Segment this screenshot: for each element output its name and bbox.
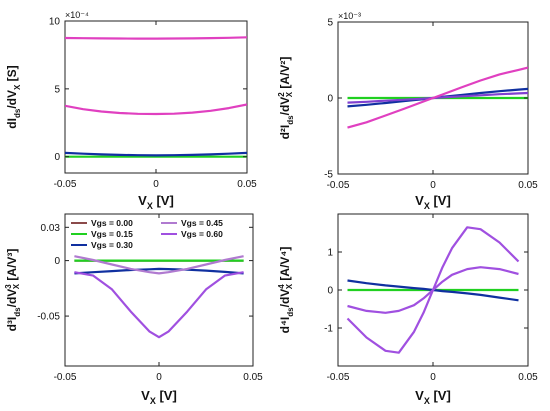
series-group <box>346 226 520 354</box>
legend-entry: Vgs = 0.45 <box>181 218 223 228</box>
x-tick-label: -0.05 <box>54 372 77 383</box>
chart-panel-3: -0.05 0 0.05 0.03 0 -0.05 VX [V] d³Ids/dV3X [A/… <box>4 213 263 406</box>
series-line-4 <box>346 226 520 354</box>
x-tick-label: -0.05 <box>327 180 350 191</box>
series-line-5 <box>74 271 244 339</box>
series-group <box>74 255 244 339</box>
x-axis-label: VX [V] <box>138 193 174 211</box>
x-tick-label: 0 <box>430 180 436 191</box>
x-tick-label: 0.05 <box>518 372 538 383</box>
x-tick-label: 0 <box>430 372 436 383</box>
y-axis-label: dIds/dVX [S] <box>5 65 22 128</box>
y-tick-label: 10 <box>49 17 61 28</box>
legend-entry: Vgs = 0.15 <box>91 229 133 239</box>
legend-entry: Vgs = 0.30 <box>91 240 133 250</box>
x-tick-label: 0.05 <box>518 180 538 191</box>
y-tick-label: -5 <box>324 170 333 181</box>
series-line-3 <box>65 103 247 116</box>
axis-exponent: ×10⁻⁴ <box>65 10 89 20</box>
series-line-3 <box>74 267 244 275</box>
y-tick-label: 0 <box>54 256 60 267</box>
y-tick-label: 5 <box>54 84 60 95</box>
legend-entry: Vgs = 0.60 <box>181 229 223 239</box>
series-line-4 <box>65 36 247 40</box>
y-tick-label: 0 <box>327 286 333 297</box>
y-tick-label: 5 <box>327 18 333 29</box>
y-tick-label: 1 <box>327 248 333 259</box>
series-group <box>65 36 247 158</box>
chart-panel-4: -0.05 0 0.05 1 0 -1 VX [V] d⁴Ids/dV4X [A/V⁴] <box>277 213 538 406</box>
series-line-4 <box>74 255 244 275</box>
x-axis-label: VX [V] <box>415 388 451 406</box>
chart-panel-1: -0.05 0 0.05 0 5 10 ×10⁻⁴ VX [V] dIds/dVX [S] <box>5 10 257 211</box>
series-group <box>347 66 528 129</box>
x-tick-label: 0 <box>153 179 159 190</box>
y-tick-label: 0.03 <box>41 223 61 234</box>
y-tick-label: -0.05 <box>37 312 60 323</box>
y-tick-label: 0 <box>54 152 60 163</box>
x-tick-label: 0 <box>156 372 162 383</box>
series-line-3 <box>347 91 528 104</box>
y-tick-label: 0 <box>327 94 333 105</box>
x-axis-label: VX [V] <box>415 193 451 211</box>
axis-exponent: ×10⁻³ <box>338 11 361 21</box>
x-tick-label: -0.05 <box>327 372 350 383</box>
plot-frame <box>64 213 254 367</box>
plot-frame <box>64 20 248 174</box>
x-tick-label: 0.05 <box>243 372 263 383</box>
x-tick-label: 0.05 <box>237 179 257 190</box>
chart-panel-2: -0.05 0 0.05 -5 0 5 ×10⁻³ VX [V] d²Ids/dV2X [A/V… <box>277 11 538 211</box>
legend-entry: Vgs = 0.00 <box>91 218 133 228</box>
y-tick-label: -1 <box>324 324 333 335</box>
series-line-2 <box>65 151 247 157</box>
x-tick-label: -0.05 <box>54 179 77 190</box>
y-axis-label: d⁴Ids/dV4X [A/V⁴] <box>277 247 295 334</box>
series-line-4 <box>347 66 528 129</box>
y-axis-label: d²Ids/dV2X [A/V²] <box>277 57 295 140</box>
y-axis-label: d³Ids/dV3X [A/V³] <box>4 249 22 332</box>
x-axis-label: VX [V] <box>141 388 177 406</box>
